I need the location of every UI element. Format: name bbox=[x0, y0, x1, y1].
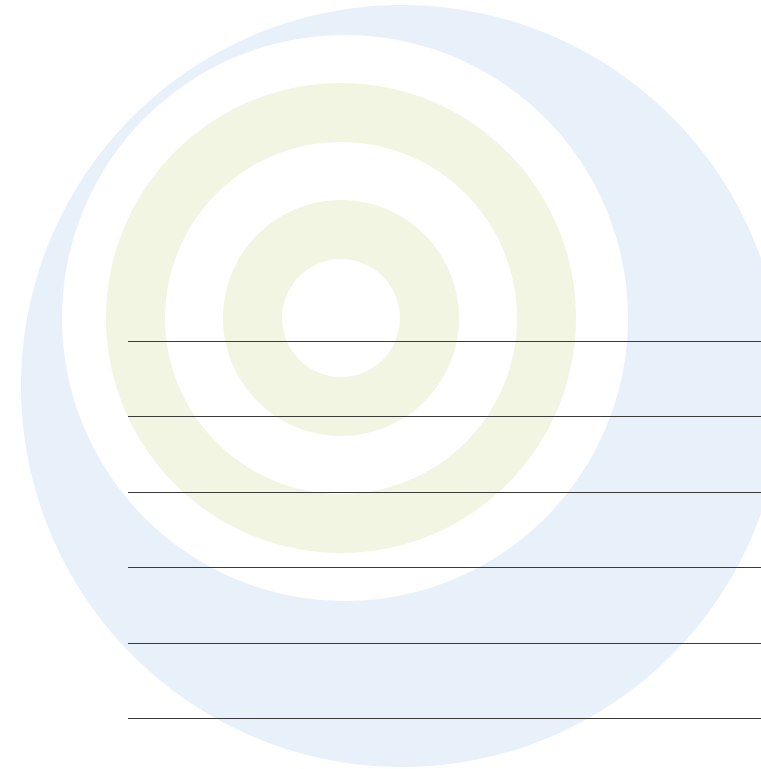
ruled-lines bbox=[128, 341, 761, 719]
center-white-dot bbox=[282, 259, 400, 377]
watermark-graphic bbox=[21, 5, 761, 767]
